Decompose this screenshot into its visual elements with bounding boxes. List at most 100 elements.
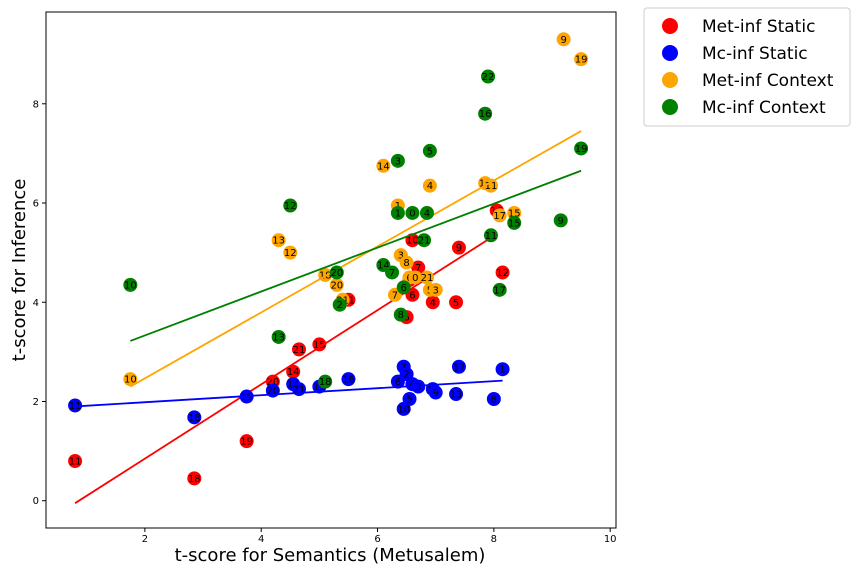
data-point (451, 240, 466, 255)
data-point (417, 233, 432, 248)
trend-line (75, 379, 503, 408)
point-label: 4 (430, 298, 436, 309)
point-label: 11 (485, 181, 498, 192)
data-point (449, 387, 464, 402)
point-label: 9 (560, 35, 566, 46)
legend-marker (662, 45, 678, 61)
point-label: 3 (398, 251, 404, 262)
point-label: 20 (330, 268, 343, 279)
point-label: 15 (313, 382, 326, 393)
data-point (385, 265, 400, 280)
legend-marker (662, 72, 678, 88)
data-point (239, 434, 254, 449)
legend-marker (662, 18, 678, 34)
point-label: 22 (482, 72, 495, 83)
data-point (556, 32, 571, 47)
data-point (396, 401, 411, 416)
data-point (318, 374, 333, 389)
legend-entry: Mc-inf Context (702, 98, 826, 118)
point-label: 5 (427, 146, 433, 157)
point-label: 14 (287, 367, 300, 378)
data-point (507, 215, 522, 230)
point-label: 10 (124, 375, 137, 386)
point-label: 9 (456, 243, 462, 254)
point-label: 12 (284, 201, 297, 212)
point-label: 13 (450, 390, 463, 401)
data-point (123, 277, 138, 292)
trend-line (130, 169, 582, 342)
point-label: 19 (575, 144, 588, 155)
data-point (553, 213, 568, 228)
point-label: 2 (337, 300, 343, 311)
point-label: 19 (240, 437, 253, 448)
point-label: 21 (418, 236, 431, 247)
point-label: 19 (240, 392, 253, 403)
point-label: 14 (287, 380, 300, 391)
point-label: 7 (392, 290, 398, 301)
data-point (422, 178, 437, 193)
plot-frame (45, 11, 617, 529)
data-point (495, 265, 510, 280)
point-label: 15 (508, 218, 521, 229)
point-label: 3 (395, 156, 401, 167)
x-tick-label: 10 (604, 534, 617, 545)
point-label: 9 (558, 216, 564, 227)
point-label: 5 (453, 298, 459, 309)
data-point (486, 392, 501, 406)
data-point (399, 255, 414, 270)
data-point (292, 342, 307, 357)
data-point (574, 52, 589, 67)
point-label: 11 (485, 231, 498, 242)
x-tick-label: 2 (142, 534, 148, 545)
legend-entry: Met-inf Static (702, 17, 815, 37)
series-2: 111819201421151667243510129131781 (68, 359, 510, 425)
data-point (396, 280, 411, 295)
x-tick-label: 6 (374, 534, 380, 545)
legend-entry: Met-inf Context (702, 71, 834, 91)
data-point (449, 295, 464, 310)
data-point (507, 205, 522, 220)
data-point (390, 205, 405, 220)
data-point (428, 282, 443, 297)
data-point (419, 270, 434, 285)
data-point (187, 471, 202, 486)
data-point (123, 372, 138, 387)
data-point (283, 198, 298, 213)
point-label: 17 (493, 285, 506, 296)
point-label: 1 (395, 208, 401, 219)
x-tick-label: 8 (491, 534, 497, 545)
data-point (68, 398, 83, 413)
data-point (478, 106, 493, 121)
point-label: 5 (406, 395, 412, 406)
point-label: 11 (69, 401, 82, 412)
data-point (376, 158, 391, 173)
point-label: 16 (479, 109, 492, 120)
data-point (492, 282, 507, 297)
point-label: 14 (377, 261, 390, 272)
data-point (408, 270, 423, 285)
data-point (422, 143, 437, 158)
y-tick-label: 2 (33, 397, 39, 408)
data-point (332, 297, 347, 312)
y-tick-label: 4 (33, 298, 39, 309)
trend-line (129, 130, 582, 388)
x-tick-label: 4 (258, 534, 264, 545)
point-label: 18 (188, 413, 201, 424)
point-label: 7 (415, 263, 421, 274)
series-3: 101312182021141386021753416111715919 (123, 32, 589, 388)
data-point (329, 265, 344, 280)
data-point (329, 277, 344, 292)
data-point (483, 228, 498, 243)
point-label: 6 (401, 283, 407, 294)
point-label: 11 (69, 457, 82, 468)
point-label: 4 (427, 181, 433, 192)
legend-marker (662, 99, 678, 115)
data-point (286, 364, 301, 379)
point-label: 14 (377, 161, 390, 172)
point-label: 10 (406, 236, 419, 247)
point-label: 18 (188, 474, 201, 485)
point-label: 8 (398, 310, 404, 321)
point-label: 13 (272, 332, 285, 343)
